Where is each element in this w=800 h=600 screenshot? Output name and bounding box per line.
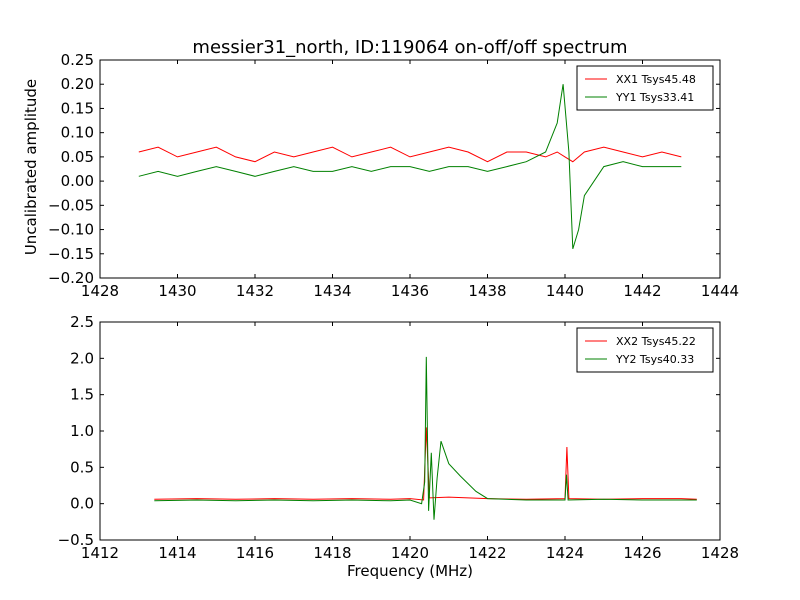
y-tick-label: 0.10: [61, 124, 94, 142]
y-tick-label: −0.15: [48, 245, 94, 263]
legend-label: YY2 Tsys40.33: [615, 353, 694, 366]
legend-label: XX2 Tsys45.22: [616, 335, 696, 348]
series-line-xx2: [154, 427, 697, 501]
x-tick-label: 1414: [158, 544, 196, 562]
x-tick-label: 1438: [468, 282, 506, 300]
x-tick-label: 1444: [701, 282, 739, 300]
y-tick-label: 1.0: [70, 422, 94, 440]
y-tick-label: 0.15: [61, 99, 94, 117]
x-tick-label: 1442: [623, 282, 661, 300]
x-tick-label: 1440: [546, 282, 584, 300]
top-plot: 1428 1430 1432 1434 1436 1438 1440 1442 1444 −0.2…: [22, 51, 739, 300]
x-tick-label: 1422: [468, 544, 506, 562]
x-tick-label: 1412: [81, 544, 119, 562]
y-tick-label: 0.05: [61, 148, 94, 166]
y-tick-label: 0.25: [61, 51, 94, 69]
x-tick-label: 1424: [546, 544, 584, 562]
legend-label: YY1 Tsys33.41: [615, 91, 694, 104]
legend-box: [576, 65, 714, 111]
legend: XX1 Tsys45.48 YY1 Tsys33.41: [576, 65, 714, 111]
x-tick-label: 1426: [623, 544, 661, 562]
x-tick-label: 1436: [391, 282, 429, 300]
y-tick-label: −0.10: [48, 221, 94, 239]
legend: XX2 Tsys45.22 YY2 Tsys40.33: [576, 327, 714, 373]
x-tick-label: 1416: [236, 544, 274, 562]
y-tick-label: 2.5: [70, 313, 94, 331]
chart-title: messier31_north, ID:119064 on-off/off sp…: [192, 37, 627, 58]
y-tick-label: 0.0: [70, 495, 94, 513]
y-axis-label: Uncalibrated amplitude: [22, 79, 40, 255]
series-line-yy1: [138, 84, 682, 250]
y-tick-label: 0.00: [61, 172, 94, 190]
series-line-xx1: [138, 146, 682, 163]
x-axis-label: Frequency (MHz): [347, 562, 473, 580]
x-tick-label: 1418: [313, 544, 351, 562]
y-tick-label: −0.05: [48, 196, 94, 214]
series-line-yy2: [154, 356, 697, 520]
x-tick-label: 1428: [81, 282, 119, 300]
x-tick-label: 1434: [313, 282, 351, 300]
y-tick-label: 2.0: [70, 349, 94, 367]
x-tick-label: 1420: [391, 544, 429, 562]
bottom-plot: 1412 1414 1416 1418 1420 1422 1424 1426 1428 −0.5…: [58, 313, 740, 580]
legend-box: [576, 327, 714, 373]
y-tick-label: 0.5: [70, 458, 94, 476]
y-tick-label: 0.20: [61, 75, 94, 93]
y-tick-label: 1.5: [70, 386, 94, 404]
y-tick-label: −0.20: [48, 269, 94, 287]
x-tick-label: 1428: [701, 544, 739, 562]
x-tick-label: 1432: [236, 282, 274, 300]
x-tick-label: 1430: [158, 282, 196, 300]
legend-label: XX1 Tsys45.48: [616, 73, 696, 86]
y-tick-label: −0.5: [58, 531, 94, 549]
